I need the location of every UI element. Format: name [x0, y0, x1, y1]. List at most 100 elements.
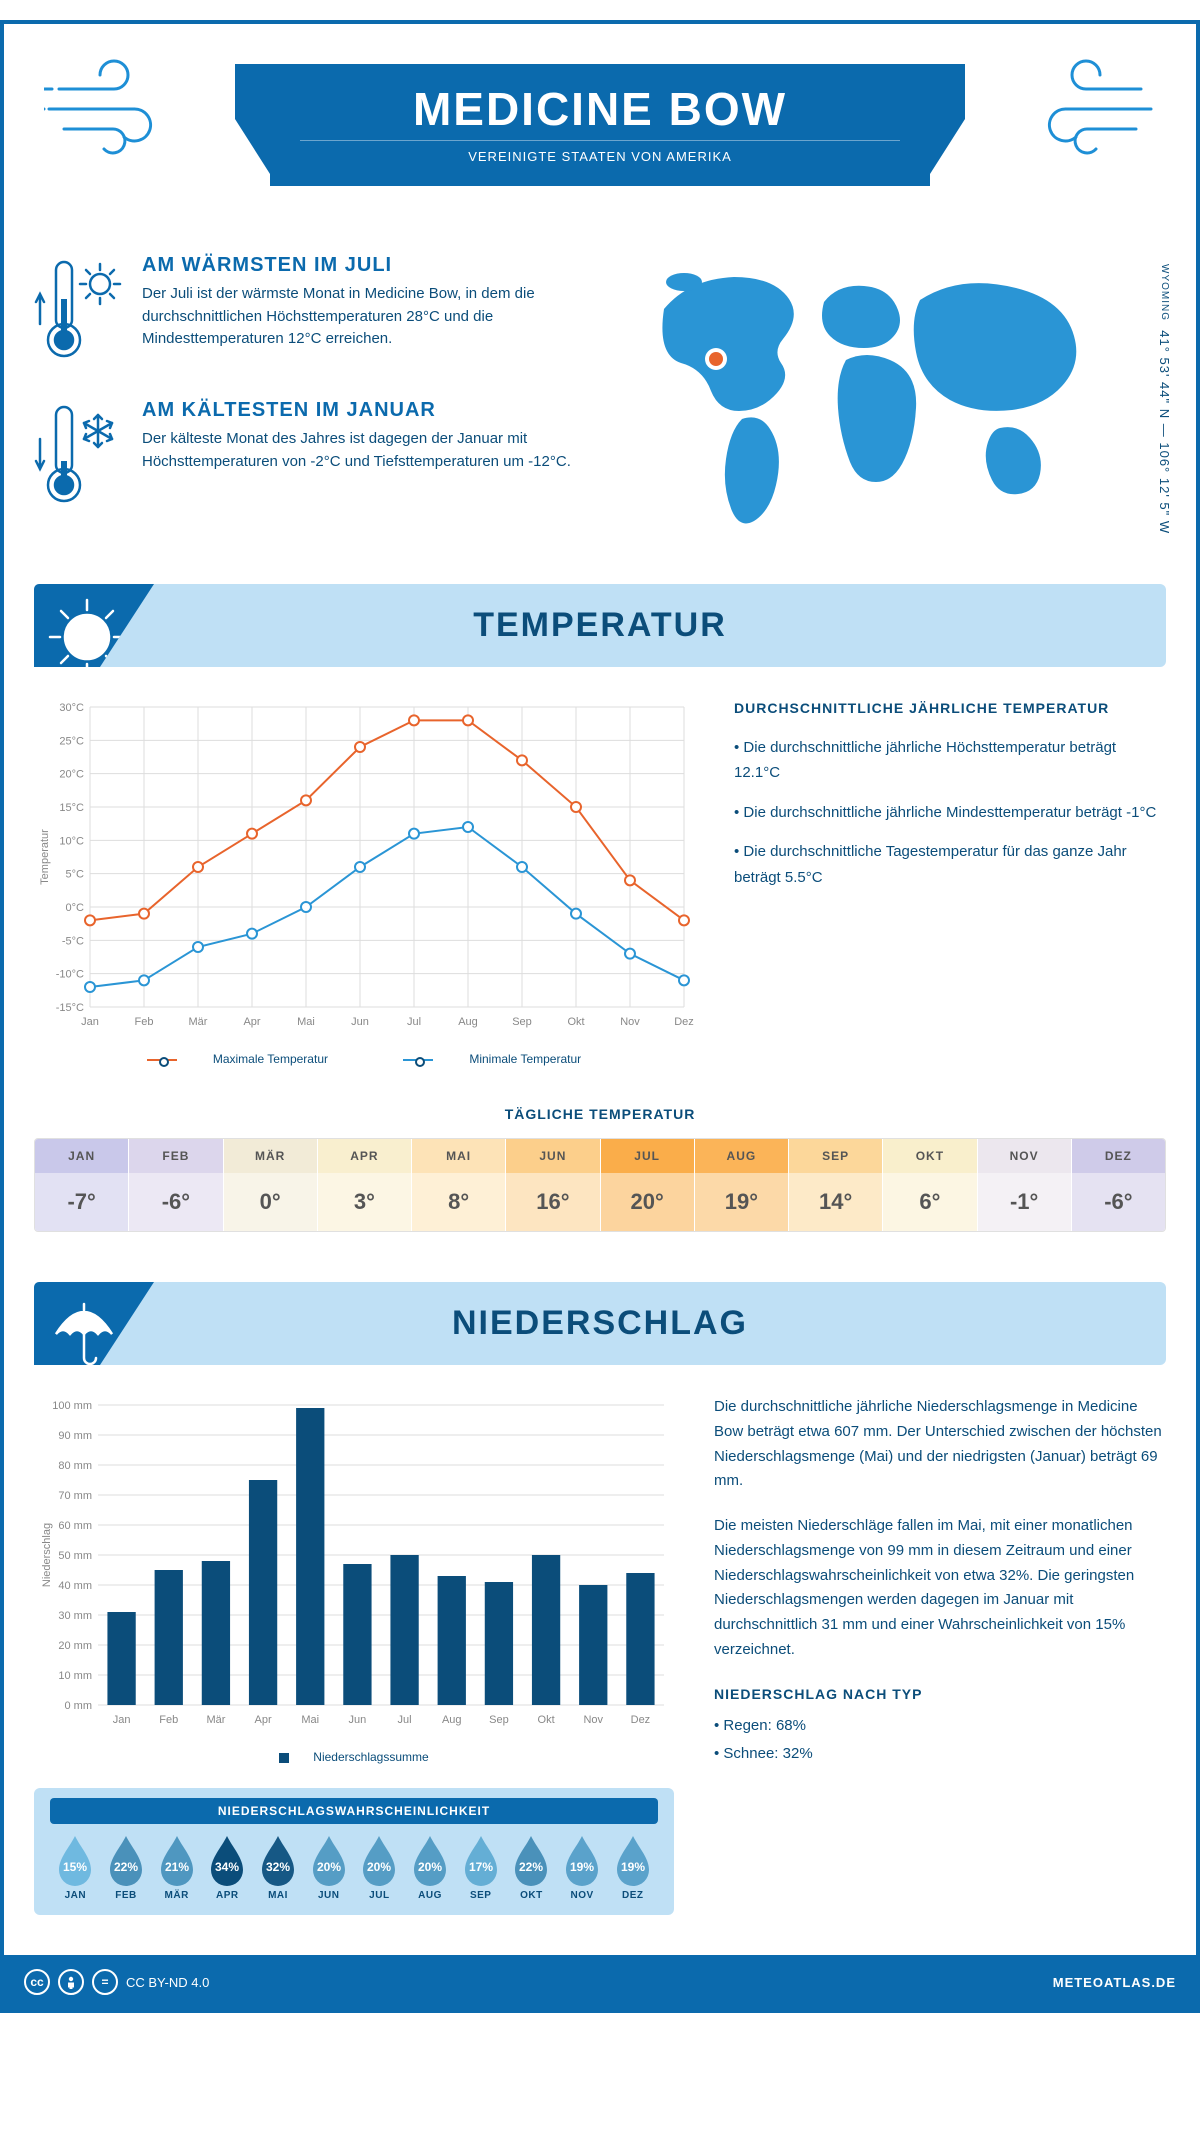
prob-cell: 19%DEZ: [607, 1834, 658, 1901]
svg-text:10 mm: 10 mm: [58, 1670, 92, 1682]
svg-text:17%: 17%: [469, 1860, 493, 1874]
svg-text:90 mm: 90 mm: [58, 1430, 92, 1442]
svg-text:100 mm: 100 mm: [52, 1400, 92, 1412]
svg-text:Mai: Mai: [301, 1714, 319, 1726]
page-title: MEDICINE BOW: [300, 82, 900, 136]
title-ribbon: MEDICINE BOW VEREINIGTE STAATEN VON AMER…: [270, 64, 930, 186]
precip-section-header: NIEDERSCHLAG: [34, 1282, 1166, 1365]
by-icon: [58, 1969, 84, 1995]
precip-by-type-title: NIEDERSCHLAG NACH TYP: [714, 1683, 1166, 1706]
svg-text:30°C: 30°C: [59, 702, 84, 714]
temperature-info-title: DURCHSCHNITTLICHE JÄHRLICHE TEMPERATUR: [734, 697, 1166, 721]
daily-temp-cell: JUL20°: [601, 1139, 695, 1231]
temperature-chart: -15°C-10°C-5°C0°C5°C10°C15°C20°C25°C30°C…: [34, 697, 694, 1066]
temperature-bullet: • Die durchschnittliche jährliche Höchst…: [734, 735, 1166, 786]
svg-text:Dez: Dez: [631, 1714, 651, 1726]
svg-text:30 mm: 30 mm: [58, 1610, 92, 1622]
svg-text:Apr: Apr: [243, 1016, 260, 1028]
prob-cell: 32%MAI: [253, 1834, 304, 1901]
prob-cell: 15%JAN: [50, 1834, 101, 1901]
daily-temp-table: JAN-7°FEB-6°MÄR0°APR3°MAI8°JUN16°JUL20°A…: [34, 1138, 1166, 1232]
daily-temp-cell: FEB-6°: [129, 1139, 223, 1231]
svg-text:Jul: Jul: [398, 1714, 412, 1726]
svg-text:Niederschlag: Niederschlag: [41, 1523, 53, 1587]
temperature-bullet: • Die durchschnittliche Tagestemperatur …: [734, 839, 1166, 890]
wind-icon: [1016, 54, 1156, 169]
nd-icon: =: [92, 1969, 118, 1995]
temperature-section-header: TEMPERATUR: [34, 584, 1166, 667]
svg-text:15%: 15%: [63, 1860, 87, 1874]
svg-text:Mär: Mär: [206, 1714, 225, 1726]
svg-text:Jun: Jun: [349, 1714, 367, 1726]
svg-text:Jun: Jun: [351, 1016, 369, 1028]
hero: MEDICINE BOW VEREINIGTE STAATEN VON AMER…: [34, 24, 1166, 234]
svg-text:10°C: 10°C: [59, 835, 84, 847]
warmest-title: AM WÄRMSTEN IM JULI: [142, 254, 594, 277]
page-subtitle: VEREINIGTE STAATEN VON AMERIKA: [300, 140, 900, 164]
svg-text:25°C: 25°C: [59, 735, 84, 747]
svg-text:Apr: Apr: [255, 1714, 272, 1726]
cc-icon: cc: [24, 1969, 50, 1995]
coordinates: WYOMING 41° 53' 44" N — 106° 12' 5" W: [1157, 264, 1172, 534]
prob-cell: 19%NOV: [557, 1834, 608, 1901]
daily-temp-title: TÄGLICHE TEMPERATUR: [34, 1106, 1166, 1122]
coldest-block: AM KÄLTESTEN IM JANUAR Der kälteste Mona…: [34, 399, 594, 514]
temperature-title: TEMPERATUR: [54, 606, 1146, 645]
precip-probability-box: NIEDERSCHLAGSWAHRSCHEINLICHKEIT 15%JAN22…: [34, 1788, 674, 1915]
daily-temp-cell: DEZ-6°: [1072, 1139, 1165, 1231]
svg-text:Jul: Jul: [407, 1016, 421, 1028]
prob-cell: 20%JUN: [303, 1834, 354, 1901]
svg-text:Temperatur: Temperatur: [39, 829, 51, 885]
svg-text:Sep: Sep: [512, 1016, 532, 1028]
daily-temp-cell: MAI8°: [412, 1139, 506, 1231]
summary-row: AM WÄRMSTEN IM JULI Der Juli ist der wär…: [34, 254, 1166, 544]
svg-text:20°C: 20°C: [59, 769, 84, 781]
svg-text:Feb: Feb: [159, 1714, 178, 1726]
warmest-block: AM WÄRMSTEN IM JULI Der Juli ist der wär…: [34, 254, 594, 369]
svg-text:21%: 21%: [165, 1860, 189, 1874]
license-text: CC BY-ND 4.0: [126, 1975, 209, 1990]
precip-title: NIEDERSCHLAG: [54, 1304, 1146, 1343]
prob-cell: 22%OKT: [506, 1834, 557, 1901]
svg-text:Nov: Nov: [620, 1016, 640, 1028]
precip-legend: Niederschlagssumme: [34, 1750, 674, 1764]
svg-text:Aug: Aug: [458, 1016, 478, 1028]
precip-para2: Die meisten Niederschläge fallen im Mai,…: [714, 1514, 1166, 1663]
svg-text:0°C: 0°C: [66, 902, 85, 914]
svg-text:15°C: 15°C: [59, 802, 84, 814]
coldest-text: Der kälteste Monat des Jahres ist dagege…: [142, 428, 594, 473]
prob-cell: 17%SEP: [455, 1834, 506, 1901]
svg-text:-5°C: -5°C: [62, 935, 84, 947]
svg-text:19%: 19%: [621, 1860, 645, 1874]
wind-icon: [44, 54, 184, 169]
svg-text:20 mm: 20 mm: [58, 1640, 92, 1652]
svg-text:Mai: Mai: [297, 1016, 315, 1028]
thermometer-snow-icon: [34, 399, 124, 514]
daily-temp-cell: APR3°: [318, 1139, 412, 1231]
footer: cc = CC BY-ND 4.0 METEOATLAS.DE: [4, 1955, 1196, 2009]
precip-prob-title: NIEDERSCHLAGSWAHRSCHEINLICHKEIT: [50, 1798, 658, 1824]
temperature-legend: Maximale Temperatur Minimale Temperatur: [34, 1052, 694, 1066]
daily-temp-cell: AUG19°: [695, 1139, 789, 1231]
daily-temp-cell: OKT6°: [883, 1139, 977, 1231]
svg-text:Mär: Mär: [189, 1016, 208, 1028]
svg-text:Sep: Sep: [489, 1714, 509, 1726]
daily-temp-cell: SEP14°: [789, 1139, 883, 1231]
svg-text:34%: 34%: [215, 1860, 239, 1874]
svg-text:-10°C: -10°C: [56, 969, 84, 981]
thermometer-sun-icon: [34, 254, 124, 369]
svg-text:32%: 32%: [266, 1860, 290, 1874]
prob-cell: 20%AUG: [405, 1834, 456, 1901]
precip-info: Die durchschnittliche jährliche Niedersc…: [714, 1395, 1166, 1771]
svg-text:20%: 20%: [317, 1860, 341, 1874]
svg-text:19%: 19%: [570, 1860, 594, 1874]
world-map: WYOMING 41° 53' 44" N — 106° 12' 5" W: [624, 254, 1166, 544]
site-name: METEOATLAS.DE: [1053, 1975, 1176, 1990]
svg-text:-15°C: -15°C: [56, 1002, 84, 1014]
precip-type-bullet: • Regen: 68%: [714, 1714, 1166, 1739]
prob-cell: 22%FEB: [101, 1834, 152, 1901]
svg-text:Aug: Aug: [442, 1714, 462, 1726]
daily-temp-cell: JAN-7°: [35, 1139, 129, 1231]
svg-text:80 mm: 80 mm: [58, 1460, 92, 1472]
svg-text:Dez: Dez: [674, 1016, 694, 1028]
